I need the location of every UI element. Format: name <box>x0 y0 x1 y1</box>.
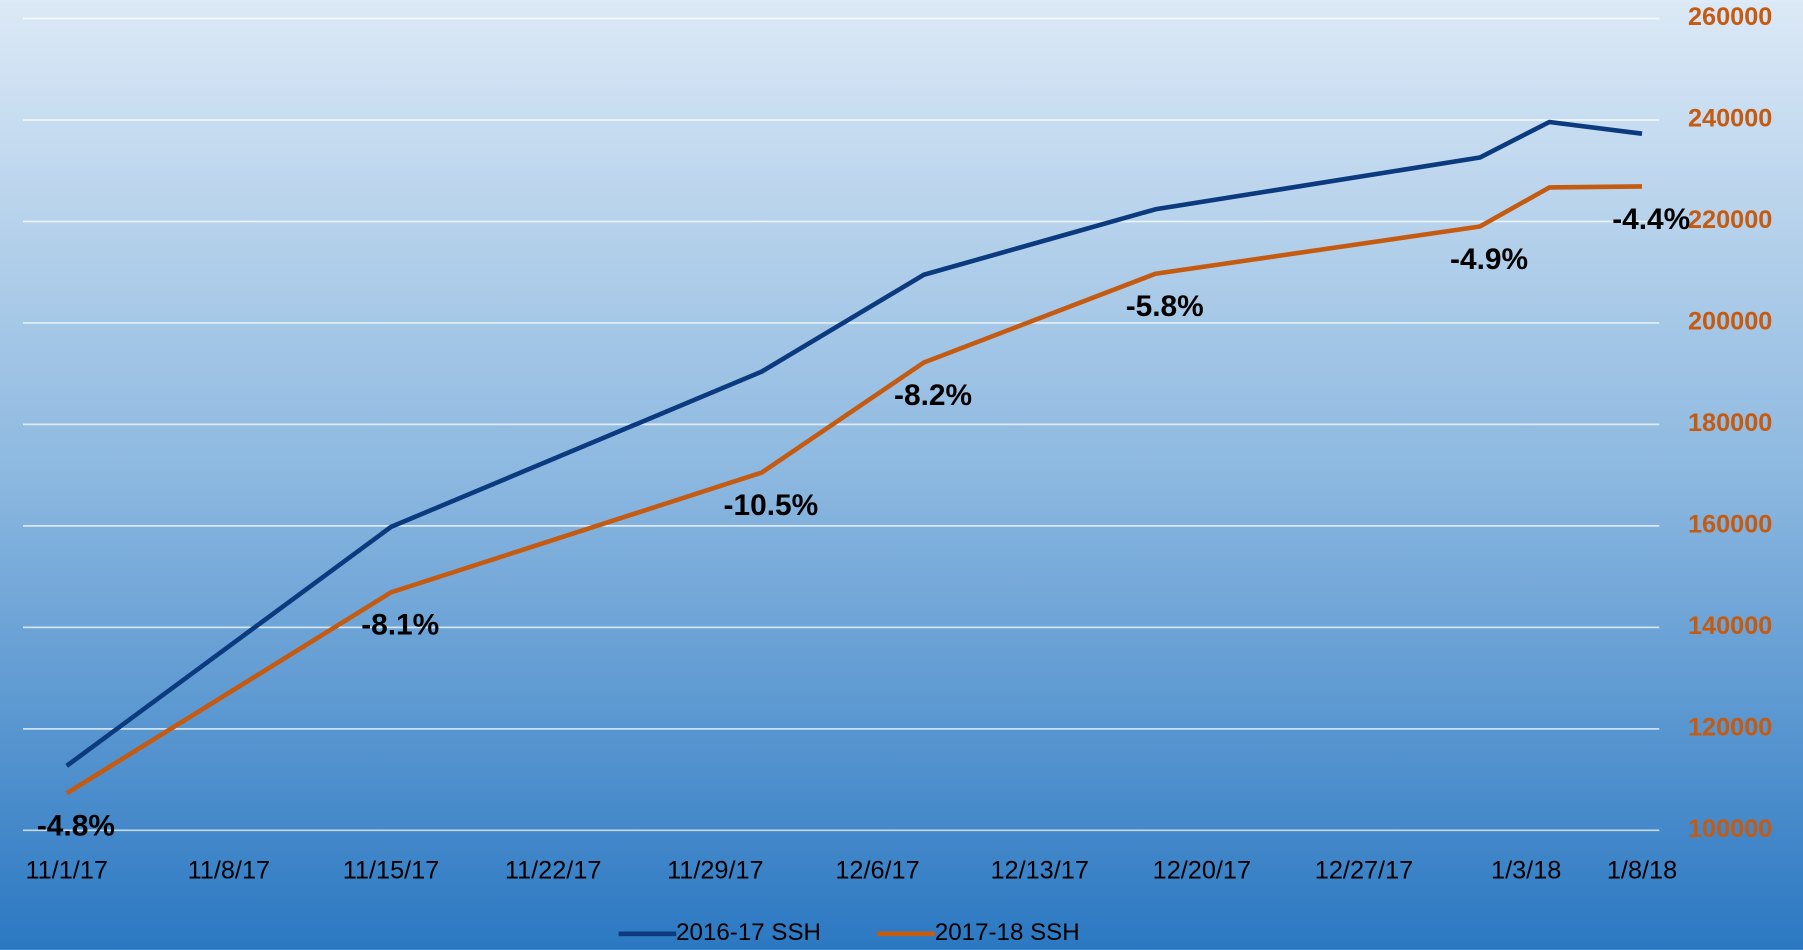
x-tick-label: 12/13/17 <box>990 856 1088 884</box>
annotation: -4.9% <box>1450 243 1528 276</box>
y-tick-label: 120000 <box>1688 714 1772 742</box>
x-tick-label: 12/20/17 <box>1153 856 1251 884</box>
legend-label: 2017-18 SSH <box>935 919 1080 946</box>
x-tick-label: 11/15/17 <box>343 856 440 884</box>
x-tick-label: 11/22/17 <box>505 856 602 884</box>
annotation: -4.4% <box>1612 203 1690 236</box>
y-tick-label: 160000 <box>1688 511 1772 539</box>
annotation: -8.2% <box>894 379 972 412</box>
y-tick-label: 140000 <box>1688 612 1772 640</box>
series-line <box>65 184 1643 796</box>
x-tick-label: 11/29/17 <box>667 856 764 884</box>
annotation: -8.1% <box>361 609 439 642</box>
annotation: -4.8% <box>37 810 115 843</box>
x-tick-label: 12/27/17 <box>1315 856 1413 884</box>
x-tick-label: 1/3/18 <box>1491 856 1561 884</box>
y-tick-label: 220000 <box>1688 206 1772 234</box>
series-line <box>65 119 1643 768</box>
y-tick-label: 200000 <box>1688 308 1772 336</box>
y-tick-label: 100000 <box>1688 815 1772 843</box>
annotation: -5.8% <box>1126 290 1204 323</box>
x-tick-label: 11/8/17 <box>188 856 270 884</box>
legend-label: 2016-17 SSH <box>676 919 821 946</box>
annotation: -10.5% <box>724 489 819 522</box>
x-tick-label: 1/8/18 <box>1607 856 1677 884</box>
y-tick-label: 260000 <box>1688 3 1772 31</box>
x-tick-label: 12/6/17 <box>835 856 919 884</box>
x-tick-label: 11/1/17 <box>25 856 107 884</box>
y-tick-label: 240000 <box>1688 105 1772 133</box>
y-tick-label: 180000 <box>1688 409 1772 437</box>
